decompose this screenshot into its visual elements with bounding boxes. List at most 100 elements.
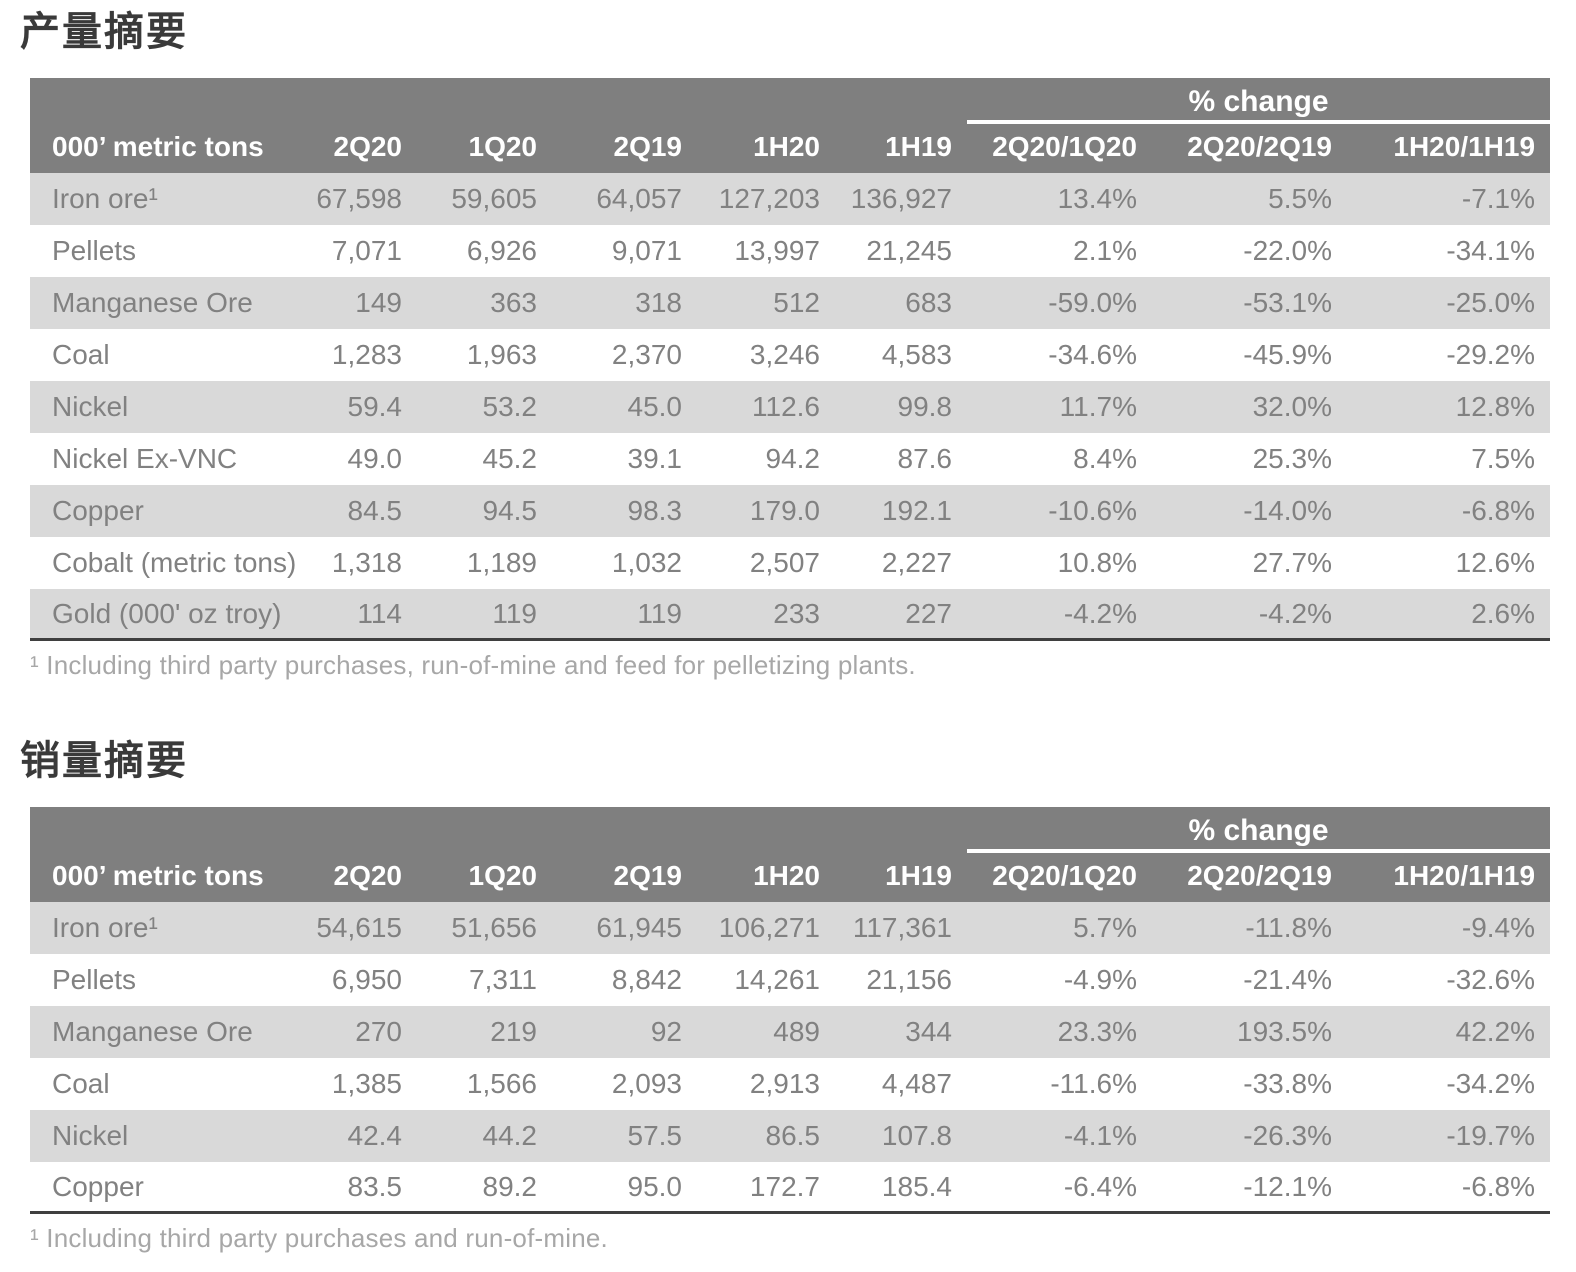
column-header-metric-tons: 000’ metric tons: [30, 124, 280, 173]
row-label: Copper: [30, 1162, 280, 1214]
cell-value: 39.1: [552, 433, 697, 485]
production-footnote: ¹ Including third party purchases, run-o…: [30, 650, 916, 680]
cell-value: 107.8: [835, 1110, 967, 1162]
cell-value: 87.6: [835, 433, 967, 485]
cell-value: 489: [697, 1006, 835, 1058]
cell-value: 51,656: [417, 902, 552, 954]
production-summary-table: % change 000’ metric tons 2Q20 1Q20 2Q19…: [30, 78, 1551, 641]
cell-value: -33.8%: [1152, 1058, 1347, 1110]
cell-value: 21,156: [835, 954, 967, 1006]
cell-value: -29.2%: [1347, 329, 1551, 381]
cell-value: 67,598: [280, 173, 417, 225]
cell-value: 1,032: [552, 537, 697, 589]
cell-value: 233: [697, 589, 835, 641]
cell-value: 185.4: [835, 1162, 967, 1214]
production-summary-title: 产量摘要: [20, 8, 188, 55]
table-row: Pellets 6,950 7,311 8,842 14,261 21,156 -4.9% -…: [30, 954, 1551, 1006]
cell-value: 683: [835, 277, 967, 329]
cell-value: 94.2: [697, 433, 835, 485]
cell-value: 49.0: [280, 433, 417, 485]
sales-summary-table: % change 000’ metric tons 2Q20 1Q20 2Q19…: [30, 807, 1551, 1214]
cell-value: 42.4: [280, 1110, 417, 1162]
cell-value: 192.1: [835, 485, 967, 537]
column-header-1h20-1h19: 1H20/1H19: [1347, 853, 1551, 902]
table-group-header-row: % change: [30, 78, 1551, 124]
column-header-1h20-1h19: 1H20/1H19: [1347, 124, 1551, 173]
cell-value: -25.0%: [1347, 277, 1551, 329]
cell-value: 23.3%: [967, 1006, 1152, 1058]
cell-value: 12.8%: [1347, 381, 1551, 433]
cell-value: -12.1%: [1152, 1162, 1347, 1214]
cell-value: 59,605: [417, 173, 552, 225]
cell-value: -34.2%: [1347, 1058, 1551, 1110]
row-label: Cobalt (metric tons): [30, 537, 296, 589]
cell-value: 61,945: [552, 902, 697, 954]
cell-value: -34.1%: [1347, 225, 1551, 277]
table-group-header-row: % change: [30, 807, 1551, 853]
cell-value: 149: [280, 277, 417, 329]
table-column-header-row: 000’ metric tons 2Q20 1Q20 2Q19 1H20 1H1…: [30, 124, 1551, 173]
cell-value: 318: [552, 277, 697, 329]
cell-value: 106,271: [697, 902, 835, 954]
column-header-2q20-1q20: 2Q20/1Q20: [967, 853, 1152, 902]
column-header-2q20-1q20: 2Q20/1Q20: [967, 124, 1152, 173]
table-row: Manganese Ore 149 363 318 512 683 -59.0% -53.1%…: [30, 277, 1551, 329]
cell-value: -32.6%: [1347, 954, 1551, 1006]
column-header-2q20-2q19: 2Q20/2Q19: [1152, 124, 1347, 173]
sales-summary-section: 销量摘要 % change 000’ metric tons 2Q20 1Q20…: [0, 737, 1576, 1254]
cell-value: 57.5: [552, 1110, 697, 1162]
row-label: Nickel: [30, 1110, 280, 1162]
cell-value: 512: [697, 277, 835, 329]
cell-value: 83.5: [280, 1162, 417, 1214]
cell-value: 2,913: [697, 1058, 835, 1110]
column-header-1h19: 1H19: [835, 124, 967, 173]
column-header-2q19: 2Q19: [552, 124, 697, 173]
cell-value: -45.9%: [1152, 329, 1347, 381]
cell-value: 9,071: [552, 225, 697, 277]
row-label: Nickel Ex-VNC: [30, 433, 280, 485]
cell-value: -26.3%: [1152, 1110, 1347, 1162]
cell-value: -4.2%: [967, 589, 1152, 641]
pct-change-header: % change: [967, 78, 1551, 124]
production-summary-section: 产量摘要 % change 000’ metric tons 2Q20 1Q20…: [0, 8, 1576, 681]
table-row: Coal 1,385 1,566 2,093 2,913 4,487 -11.6% -33.8…: [30, 1058, 1551, 1110]
cell-value: 119: [417, 589, 552, 641]
column-header-2q20: 2Q20: [280, 853, 417, 902]
cell-value: -6.8%: [1347, 1162, 1551, 1214]
column-header-1q20: 1Q20: [417, 853, 552, 902]
cell-value: 53.2: [417, 381, 552, 433]
cell-value: 8,842: [552, 954, 697, 1006]
cell-value: 193.5%: [1152, 1006, 1347, 1058]
cell-value: 227: [835, 589, 967, 641]
cell-value: -14.0%: [1152, 485, 1347, 537]
cell-value: 1,385: [280, 1058, 417, 1110]
cell-value: -6.4%: [967, 1162, 1152, 1214]
header-spacer: [30, 78, 967, 124]
table-column-header-row: 000’ metric tons 2Q20 1Q20 2Q19 1H20 1H1…: [30, 853, 1551, 902]
row-label: Coal: [30, 1058, 280, 1110]
cell-value: 14,261: [697, 954, 835, 1006]
cell-value: -7.1%: [1347, 173, 1551, 225]
table-row: Coal 1,283 1,963 2,370 3,246 4,583 -34.6% -45.9…: [30, 329, 1551, 381]
column-header-2q20: 2Q20: [280, 124, 417, 173]
cell-value: 13,997: [697, 225, 835, 277]
table-row: Nickel Ex-VNC 49.0 45.2 39.1 94.2 87.6 8.4% 25.…: [30, 433, 1551, 485]
cell-value: 3,246: [697, 329, 835, 381]
row-label: Iron ore¹: [30, 173, 280, 225]
cell-value: 25.3%: [1152, 433, 1347, 485]
cell-value: 32.0%: [1152, 381, 1347, 433]
cell-value: 86.5: [697, 1110, 835, 1162]
cell-value: 2,093: [552, 1058, 697, 1110]
table-row: Manganese Ore 270 219 92 489 344 23.3% 193.5% 42…: [30, 1006, 1551, 1058]
cell-value: 2.6%: [1347, 589, 1551, 641]
cell-value: 1,189: [417, 537, 552, 589]
cell-value: 2,507: [697, 537, 835, 589]
table-row: Pellets 7,071 6,926 9,071 13,997 21,245 2.1% -2…: [30, 225, 1551, 277]
cell-value: 136,927: [835, 173, 967, 225]
cell-value: 89.2: [417, 1162, 552, 1214]
cell-value: 1,283: [280, 329, 417, 381]
table-row: Cobalt (metric tons) 1,318 1,189 1,032 2,507…: [30, 537, 1551, 589]
cell-value: -11.8%: [1152, 902, 1347, 954]
cell-value: 13.4%: [967, 173, 1152, 225]
